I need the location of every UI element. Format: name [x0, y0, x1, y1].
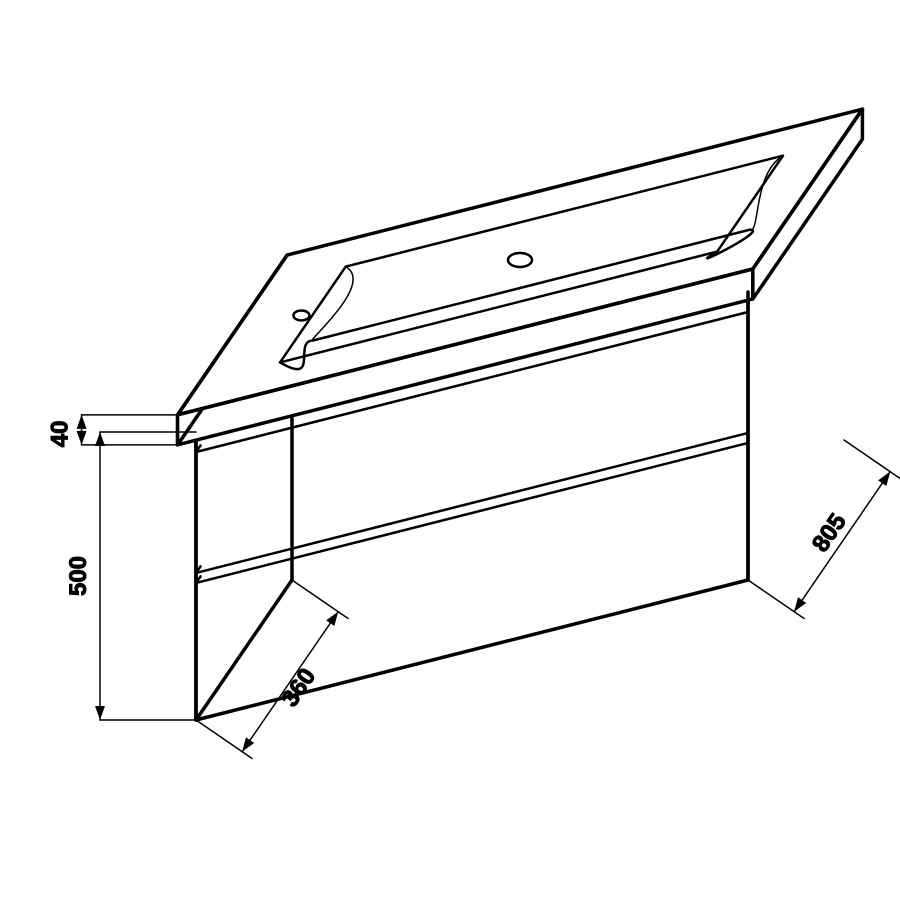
dimension-width-label: 805	[807, 509, 852, 557]
dimension-height-label: 500	[65, 556, 92, 596]
dimension-top-thickness-label: 40	[47, 420, 74, 447]
technical-drawing: 80536050040	[0, 0, 900, 900]
